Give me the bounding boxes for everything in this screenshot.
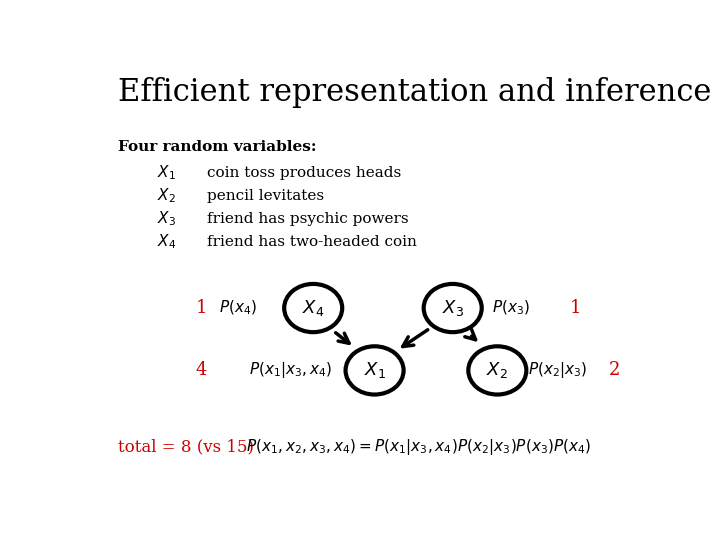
Text: coin toss produces heads: coin toss produces heads bbox=[207, 166, 402, 180]
Text: $X_2$: $X_2$ bbox=[157, 186, 176, 205]
Text: pencil levitates: pencil levitates bbox=[207, 189, 324, 203]
Text: $X_2$: $X_2$ bbox=[487, 360, 508, 380]
Text: $P(x_3)$: $P(x_3)$ bbox=[492, 299, 530, 317]
Text: Four random variables:: Four random variables: bbox=[118, 140, 316, 154]
Text: 2: 2 bbox=[609, 361, 620, 380]
Text: $P(x_2|x_3)$: $P(x_2|x_3)$ bbox=[528, 360, 588, 380]
Text: Efficient representation and inference: Efficient representation and inference bbox=[118, 77, 711, 109]
Text: $X_3$: $X_3$ bbox=[157, 210, 176, 228]
Text: total = 8 (vs 15): total = 8 (vs 15) bbox=[118, 439, 254, 456]
Text: $P(x_4)$: $P(x_4)$ bbox=[220, 299, 258, 317]
Text: $X_1$: $X_1$ bbox=[364, 360, 386, 380]
Ellipse shape bbox=[346, 346, 404, 395]
Text: $X_1$: $X_1$ bbox=[157, 164, 176, 183]
Ellipse shape bbox=[468, 346, 526, 395]
Text: 1: 1 bbox=[570, 299, 581, 317]
Ellipse shape bbox=[423, 284, 482, 332]
Text: friend has psychic powers: friend has psychic powers bbox=[207, 212, 409, 226]
Text: $X_4$: $X_4$ bbox=[157, 232, 176, 251]
Text: friend has two-headed coin: friend has two-headed coin bbox=[207, 234, 417, 248]
Text: $P(x_1|x_3, x_4)$: $P(x_1|x_3, x_4)$ bbox=[249, 360, 333, 380]
Text: 1: 1 bbox=[196, 299, 207, 317]
Text: $X_4$: $X_4$ bbox=[302, 298, 325, 318]
Text: $X_3$: $X_3$ bbox=[441, 298, 464, 318]
Text: $P(x_1, x_2, x_3, x_4) = P(x_1|x_3, x_4)P(x_2|x_3)P(x_3)P(x_4)$: $P(x_1, x_2, x_3, x_4) = P(x_1|x_3, x_4)… bbox=[246, 437, 592, 457]
Text: 4: 4 bbox=[196, 361, 207, 380]
Ellipse shape bbox=[284, 284, 342, 332]
